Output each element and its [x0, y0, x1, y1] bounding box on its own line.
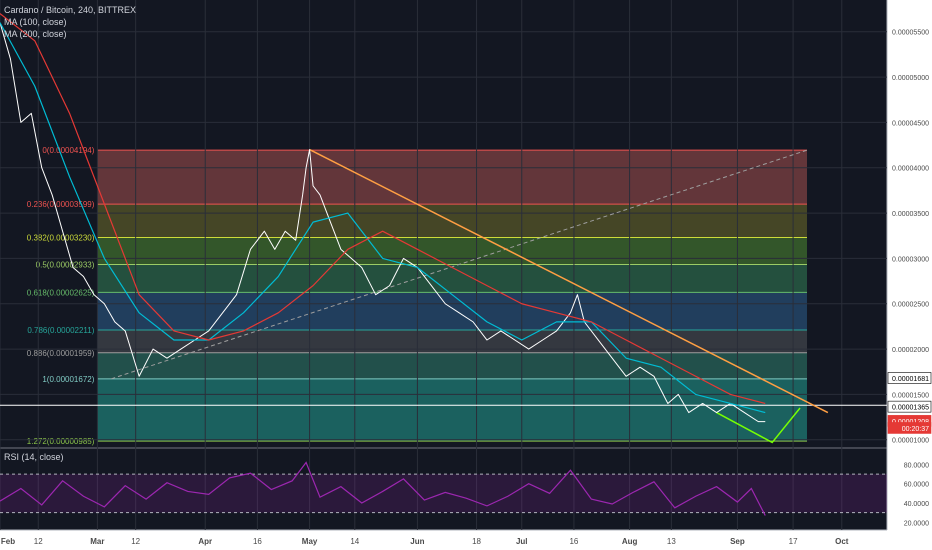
- time-axis[interactable]: [0, 530, 887, 550]
- time-tick-label: 12: [131, 537, 140, 546]
- series: [0, 13, 766, 423]
- price-tick-label: 0.00003500: [892, 211, 929, 218]
- fib-level-label: 0.786(0.00002211): [27, 326, 94, 335]
- fib-band: [97, 352, 807, 379]
- price-label-text: 0.00001365: [892, 405, 929, 412]
- price-axis-ticks: 0.00005500 0.00005000 0.00004500 0.00004000…: [892, 30, 929, 528]
- time-tick-label: Oct: [835, 537, 849, 546]
- rsi-indicator: [0, 461, 887, 516]
- fib-level-label: 1(0.00001672): [42, 375, 94, 384]
- pane-separator[interactable]: [0, 447, 887, 449]
- rsi-line: [0, 461, 766, 516]
- ma200-legend-label: MA (200, close): [4, 29, 67, 39]
- time-tick-label: 17: [789, 537, 798, 546]
- rsi-tick-label: 20.0000: [904, 520, 929, 527]
- price-series-line: [0, 22, 766, 423]
- price-label-text: 00:20:37: [902, 426, 929, 433]
- price-tick-label: 0.00003000: [892, 256, 929, 263]
- ma100-legend-label: MA (100, close): [4, 17, 67, 27]
- fib-band: [97, 204, 807, 238]
- time-tick-label: Jun: [410, 537, 424, 546]
- price-label-text: 0.00001681: [892, 376, 929, 383]
- fib-level-label: 0.618(0.00002625): [27, 288, 95, 297]
- fib-level-label: 0.5(0.00002933): [36, 260, 95, 269]
- price-tick-label: 0.00001500: [892, 392, 929, 399]
- fib-level-label: 0.886(0.00001959): [27, 349, 95, 358]
- grid: [0, 0, 887, 530]
- time-tick-label: 13: [667, 537, 676, 546]
- rsi-pane-background: [0, 449, 887, 530]
- dashed-trendline: [111, 149, 808, 380]
- fib-band: [97, 264, 807, 293]
- price-tick-label: 0.00004500: [892, 120, 929, 127]
- ma100-line: [0, 22, 766, 414]
- price-label-box: [887, 400, 932, 413]
- chart-title: Cardano / Bitcoin, 240, BITTREX: [4, 5, 136, 15]
- rsi-legend-label: RSI (14, close): [4, 452, 64, 462]
- price-label-box: [887, 372, 932, 384]
- price-tick-label: 0.00001000: [892, 438, 929, 445]
- fib-band: [97, 237, 807, 265]
- fib-level-label: 1.272(0.00000985): [27, 437, 95, 446]
- time-tick-label: Apr: [198, 537, 212, 546]
- price-tick-label: 0.00002500: [892, 302, 929, 309]
- fib-level-label: 0.382(0.00003230): [27, 234, 95, 243]
- time-tick-label: 16: [253, 537, 262, 546]
- rsi-tick-label: 60.0000: [904, 482, 929, 489]
- price-tick-label: 0.00002000: [892, 347, 929, 354]
- descending-trendline: [309, 148, 829, 414]
- time-tick-label: May: [302, 537, 318, 546]
- time-tick-label: Sep: [730, 537, 745, 546]
- fibonacci-retracement[interactable]: 0(0.00004194) 0.236(0.00003599) 0.382(0.00…: [27, 146, 807, 446]
- time-tick-label: Mar: [90, 537, 104, 546]
- fib-band: [97, 150, 807, 205]
- time-tick-label: Feb: [1, 537, 15, 546]
- rsi-tick-label: 40.0000: [904, 501, 929, 508]
- time-tick-label: 14: [350, 537, 359, 546]
- fib-level-label: 0.236(0.00003599): [27, 200, 95, 209]
- price-tick-label: 0.00005500: [892, 30, 929, 37]
- price-axis[interactable]: [887, 0, 932, 550]
- time-tick-label: 16: [569, 537, 578, 546]
- fib-level-label: 0(0.00004194): [42, 146, 94, 155]
- time-axis-ticks: Feb 12 Mar 12 Apr 16 May 14 Jun 18 Jul 16 Aug 13 Sep 17…: [1, 537, 849, 546]
- time-tick-label: Jul: [516, 537, 528, 546]
- price-tick-label: 0.00005000: [892, 75, 929, 82]
- time-tick-label: Aug: [622, 537, 638, 546]
- time-tick-label: 18: [472, 537, 481, 546]
- fib-band: [97, 292, 807, 330]
- rsi-tick-label: 80.0000: [904, 462, 929, 469]
- price-tick-label: 0.00004000: [892, 166, 929, 173]
- fib-band: [97, 378, 807, 442]
- price-label-box: [887, 422, 932, 434]
- ma200-line: [0, 13, 766, 405]
- time-tick-label: 12: [34, 537, 43, 546]
- projection-arrow: [716, 407, 801, 444]
